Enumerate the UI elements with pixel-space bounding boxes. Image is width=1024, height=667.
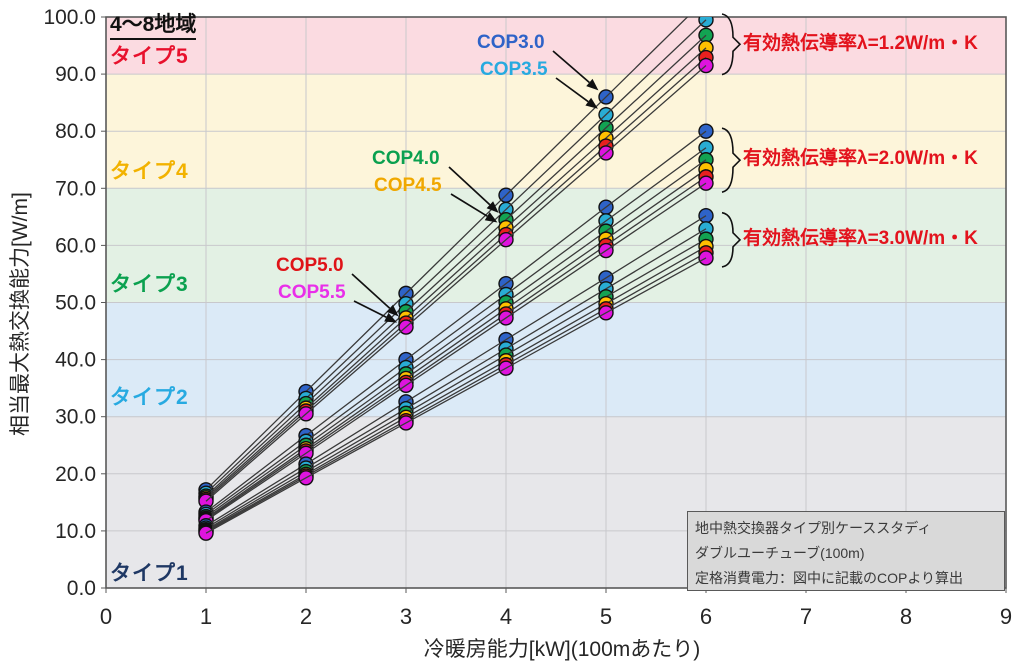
series-line: [205, 238, 707, 531]
chart-title: 4〜8地域: [110, 13, 197, 41]
series-line: [205, 245, 707, 532]
series-line: [205, 57, 707, 500]
y-tick-label: 0.0: [67, 577, 96, 600]
series-line: [205, 252, 707, 533]
data-point: [698, 17, 714, 28]
series-line: [205, 159, 707, 518]
y-axis-title: 相当最大熱交換能力[W/m]: [8, 192, 32, 436]
cop-arrow-head: [386, 304, 399, 317]
x-tick-label: 5: [600, 604, 612, 629]
cop-arrow-head: [384, 312, 398, 323]
y-tick-label: 50.0: [55, 292, 96, 315]
band-label-type5: タイプ5: [110, 45, 189, 68]
cop-3.5-label: COP3.5: [480, 59, 548, 80]
band-タイプ5: [106, 17, 1006, 75]
y-tick-label: 80.0: [55, 120, 96, 143]
x-tick-label: 4: [500, 604, 512, 629]
cop-arrow-line: [555, 77, 589, 103]
x-tick-label: 8: [900, 604, 912, 629]
cop-arrow-line: [552, 50, 590, 84]
cop-arrow-line: [448, 166, 491, 206]
y-tick-label: 10.0: [55, 520, 96, 543]
infobox-line-3: 定格消費電力：図中に記載のCOPより算出: [695, 570, 964, 586]
cop-arrow-line: [353, 300, 387, 318]
series-line: [205, 168, 707, 519]
series-line: [205, 130, 707, 513]
y-tick-label: 40.0: [55, 349, 96, 372]
y-tick-label: 70.0: [55, 177, 96, 200]
x-tick-label: 3: [400, 604, 412, 629]
series-line: [205, 34, 707, 497]
group-bracket: [721, 127, 742, 193]
cop-arrow-head: [586, 78, 599, 91]
x-tick-label: 2: [300, 604, 312, 629]
band-label-type2: タイプ2: [110, 386, 189, 409]
cop-arrow-head: [585, 97, 598, 109]
band-label-type3: タイプ3: [110, 273, 189, 296]
cop-arrow-head: [486, 201, 499, 213]
y-tick-label: 20.0: [55, 463, 96, 486]
cop-5.5-label: COP5.5: [278, 282, 346, 303]
series-layer: [198, 0, 714, 541]
series-line: [205, 147, 707, 515]
lambda-1.2-annotation: 有効熱伝導率λ=1.2W/m・K: [743, 33, 978, 54]
cop-arrow-head: [484, 212, 498, 223]
series-line: [205, 47, 707, 499]
band-label-type1: タイプ1: [110, 562, 189, 585]
series-line: [205, 17, 689, 491]
y-tick-label: 30.0: [55, 406, 96, 429]
y-tick-label: 90.0: [55, 63, 96, 86]
data-point: [699, 0, 713, 6]
infobox-line-1: 地中熱交換器タイプ別ケーススタディ: [695, 520, 932, 536]
x-tick-label: 7: [800, 604, 812, 629]
case-study-infobox: 地中熱交換器タイプ別ケーススタディ ダブルユーチューブ(100m) 定格消費電力…: [687, 511, 1005, 591]
cop-4.0-label: COP4.0: [372, 148, 440, 169]
series-line: [205, 257, 707, 534]
cop-arrow-line: [351, 273, 391, 309]
x-tick-label: 6: [700, 604, 712, 629]
band-label-type4: タイプ4: [110, 160, 189, 183]
group-bracket: [721, 13, 742, 76]
cop-arrow-line: [450, 193, 488, 217]
series-line: [205, 215, 707, 527]
group-bracket: [721, 211, 742, 268]
series-line: [205, 182, 707, 522]
x-tick-label: 0: [100, 604, 112, 629]
x-tick-label: 9: [1000, 604, 1012, 629]
y-tick-label: 60.0: [55, 234, 96, 257]
lambda-3.0-annotation: 有効熱伝導率λ=3.0W/m・K: [743, 228, 978, 249]
cop-5.0-label: COP5.0: [276, 255, 344, 276]
cop-4.5-label: COP4.5: [374, 175, 442, 196]
lambda-2.0-annotation: 有効熱伝導率λ=2.0W/m・K: [743, 148, 978, 169]
cop-3.0-label: COP3.0: [477, 32, 545, 53]
series-line: [205, 228, 707, 529]
series-line: [205, 65, 707, 502]
series-line: [205, 176, 707, 521]
infobox-line-2: ダブルユーチューブ(100m): [695, 545, 865, 561]
x-axis-title: 冷暖房能力[kW](100mあたり): [423, 638, 701, 661]
x-tick-label: 1: [200, 604, 212, 629]
y-tick-label: 100.0: [43, 6, 96, 29]
series-line: [205, 19, 707, 494]
